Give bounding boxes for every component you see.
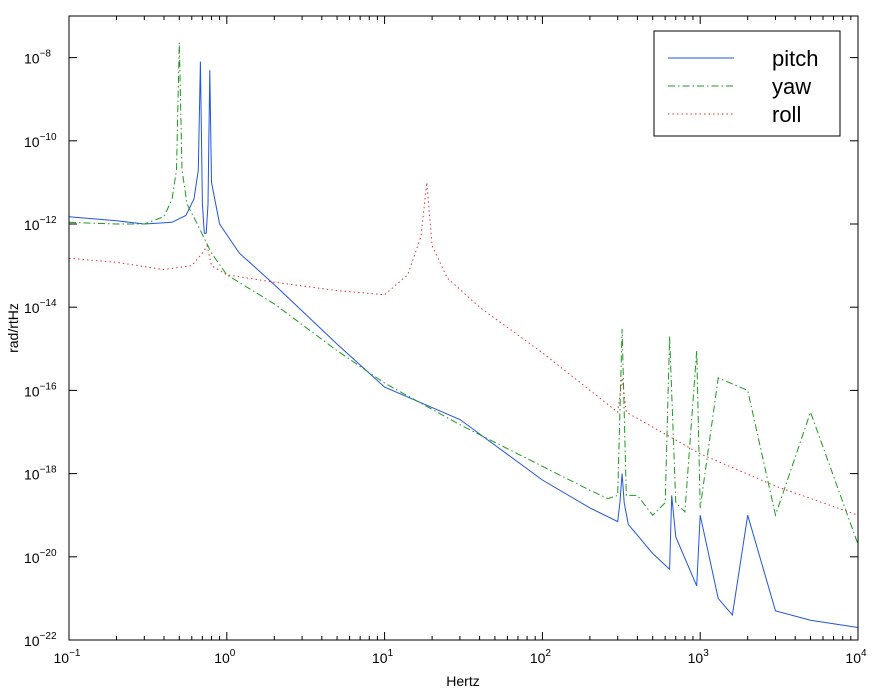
x-tick-label: 104: [845, 648, 867, 666]
legend: pitch yaw roll: [653, 30, 841, 137]
x-tick-label-base: 10: [688, 650, 704, 666]
x-tick-label-exponent: 2: [545, 648, 551, 659]
y-tick-label-exponent: −16: [40, 381, 57, 392]
x-axis-label: Hertz: [446, 673, 479, 689]
x-tick-label: 101: [372, 648, 394, 666]
series-line-roll: [68, 182, 859, 516]
y-axis-label: rad/rtHz: [5, 303, 21, 353]
x-tick-label: 10−1: [54, 648, 81, 666]
y-tick-label-exponent: −14: [40, 298, 57, 309]
y-tick-label-exponent: −8: [40, 49, 52, 60]
y-tick-label-base: 10: [24, 134, 40, 150]
x-tick-label-exponent: 1: [388, 648, 394, 659]
legend-label-roll: roll: [772, 102, 801, 127]
x-tick-label: 102: [530, 648, 552, 666]
y-tick-label-exponent: −22: [40, 631, 57, 642]
x-tick-label-base: 10: [372, 650, 388, 666]
y-tick-label-base: 10: [24, 550, 40, 566]
y-tick-label: 10−8: [24, 49, 51, 67]
y-tick-label-exponent: −12: [40, 215, 57, 226]
y-tick-label: 10−16: [24, 381, 57, 399]
series-line-pitch: [68, 61, 859, 628]
legend-box: [653, 30, 841, 137]
y-tick-label-exponent: −18: [40, 465, 57, 476]
y-tick-label-base: 10: [24, 300, 40, 316]
x-tick-label: 103: [688, 648, 710, 666]
x-tick-label-exponent: 0: [230, 648, 236, 659]
series-line-yaw: [68, 42, 859, 545]
legend-label-yaw: yaw: [772, 74, 811, 99]
y-tick-label-exponent: −10: [40, 132, 57, 143]
x-tick-label-exponent: 4: [861, 648, 867, 659]
y-tick-label-base: 10: [24, 383, 40, 399]
x-tick-label-base: 10: [530, 650, 546, 666]
x-tick-label-base: 10: [845, 650, 861, 666]
y-tick-label: 10−20: [24, 548, 57, 566]
x-axis: 10−1 100 101 102 103 104: [54, 16, 867, 666]
x-tick-label-base: 10: [214, 650, 230, 666]
x-tick-label-exponent: −1: [69, 648, 81, 659]
series-layer: [68, 42, 859, 628]
y-tick-label-exponent: −20: [40, 548, 57, 559]
y-tick-label: 10−12: [24, 215, 57, 233]
y-tick-label-base: 10: [24, 633, 40, 649]
x-tick-label-base: 10: [54, 650, 70, 666]
y-tick-label: 10−22: [24, 631, 57, 649]
y-tick-label-base: 10: [24, 467, 40, 483]
legend-label-pitch: pitch: [772, 46, 818, 71]
y-tick-label: 10−14: [24, 298, 57, 316]
y-tick-label: 10−18: [24, 465, 57, 483]
plot-frame: [68, 15, 859, 641]
x-tick-label: 100: [214, 648, 236, 666]
y-tick-label-base: 10: [24, 217, 40, 233]
y-tick-label: 10−10: [24, 132, 57, 150]
x-tick-label-exponent: 3: [703, 648, 709, 659]
y-tick-label-base: 10: [24, 51, 40, 67]
